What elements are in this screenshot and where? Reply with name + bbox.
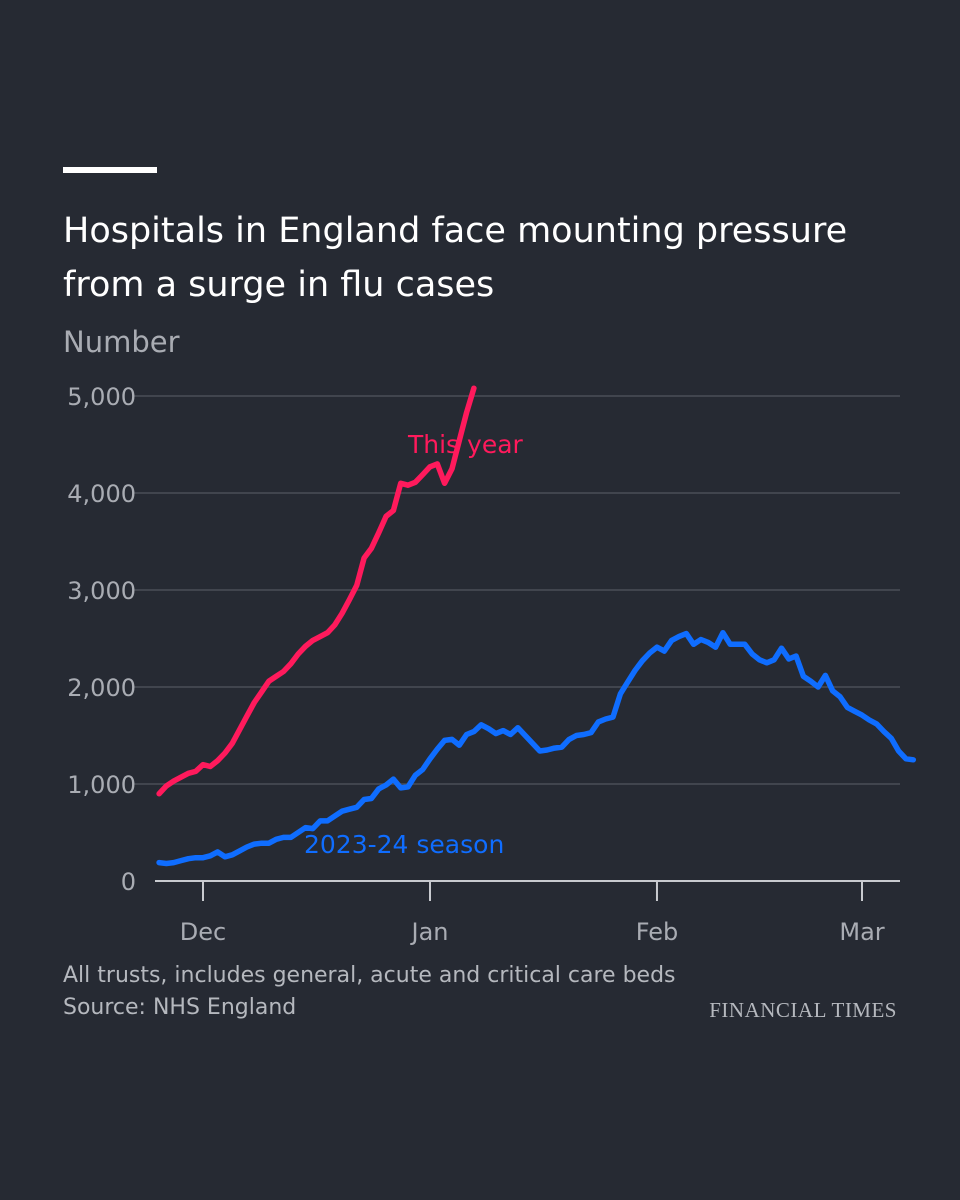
annotation-2023-24-season: 2023-24 season [304, 830, 504, 859]
financial-times-logo: FINANCIAL TIMES [709, 998, 897, 1022]
y-tick-label: 2,000 [67, 674, 136, 702]
y-tick-label: 5,000 [67, 383, 136, 411]
series-lines [156, 385, 917, 867]
grid-lines [134, 395, 900, 882]
x-tick-label: Mar [839, 918, 884, 946]
series-annotations: This year 2023-24 season [304, 430, 524, 859]
annotation-this-year: This year [407, 430, 524, 459]
chart-source: Source: NHS England [63, 995, 297, 1020]
chart-footnote: All trusts, includes general, acute and … [63, 963, 676, 988]
x-tick-label: Dec [180, 918, 226, 946]
x-tick-label: Feb [636, 918, 679, 946]
y-tick-label: 0 [121, 868, 136, 896]
y-tick-label: 3,000 [67, 577, 136, 605]
y-axis-unit-label: Number [63, 325, 180, 359]
top-rule [63, 167, 157, 173]
y-tick-label: 1,000 [67, 771, 136, 799]
y-tick-label: 4,000 [67, 480, 136, 508]
series-line-2023-24-season [156, 629, 917, 867]
x-tick-label: Jan [409, 918, 448, 946]
series-line-this-year [156, 385, 477, 797]
x-tick-marks: Dec Jan Feb Mar [180, 881, 885, 946]
y-tick-labels: 0 1,000 2,000 3,000 4,000 5,000 [67, 383, 136, 896]
chart-title: Hospitals in England face mounting press… [63, 211, 848, 305]
